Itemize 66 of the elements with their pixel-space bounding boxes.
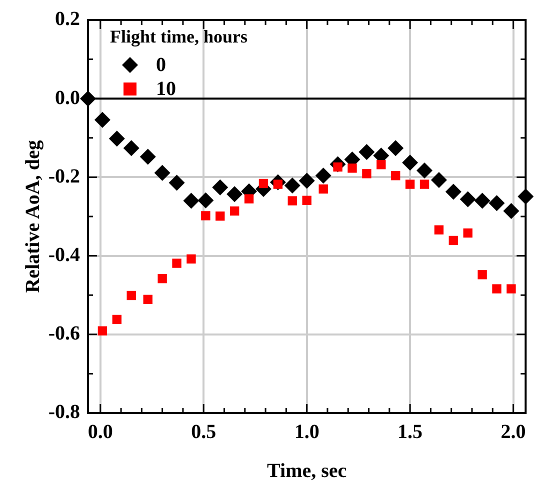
- point: [492, 284, 502, 294]
- point: [358, 144, 375, 160]
- point: [143, 294, 152, 304]
- x-tick-label: 1.5: [398, 421, 423, 444]
- point: [318, 184, 328, 194]
- point: [126, 290, 136, 300]
- point: [405, 180, 415, 189]
- point: [416, 162, 433, 179]
- y-tick-label: -0.4: [48, 244, 80, 266]
- y-tick-label: -0.6: [48, 322, 80, 345]
- point: [230, 206, 240, 216]
- point: [168, 174, 185, 191]
- point: [244, 194, 254, 204]
- point: [288, 196, 297, 206]
- point: [434, 225, 444, 234]
- x-tick-label: 0.0: [88, 421, 113, 444]
- legend-label: 0: [156, 54, 166, 76]
- point: [463, 228, 472, 238]
- point: [216, 212, 225, 221]
- point: [506, 284, 516, 294]
- x-tick-label: 0.5: [191, 421, 216, 444]
- point: [226, 186, 243, 202]
- point: [362, 169, 372, 178]
- point: [448, 236, 458, 246]
- legend-title: Flight time, hours: [110, 26, 248, 47]
- x-tick-label: 1.0: [294, 421, 320, 444]
- point: [201, 211, 210, 220]
- x-tick-label: 2.0: [500, 421, 526, 444]
- point: [108, 130, 125, 147]
- point: [154, 164, 170, 181]
- point: [503, 203, 520, 219]
- point: [420, 180, 430, 189]
- y-tick-label: -0.8: [48, 401, 80, 424]
- point: [298, 172, 315, 189]
- point: [430, 172, 447, 188]
- point: [478, 270, 487, 280]
- point: [198, 192, 214, 208]
- point: [302, 196, 312, 205]
- y-axis-title: Relative AoA, deg: [22, 140, 44, 293]
- point: [158, 274, 167, 284]
- legend-label: 10: [156, 78, 176, 100]
- point: [474, 192, 490, 209]
- point: [315, 168, 332, 184]
- point: [112, 314, 122, 324]
- point: [376, 160, 386, 170]
- point: [445, 184, 462, 200]
- point: [98, 326, 108, 336]
- point: [402, 154, 418, 171]
- y-tick-label: 0.2: [55, 8, 80, 30]
- point: [172, 258, 182, 268]
- y-tick-label: -0.2: [48, 165, 80, 188]
- point: [183, 192, 200, 209]
- point: [488, 195, 505, 212]
- y-tick-label: 0.0: [55, 86, 80, 109]
- point: [388, 140, 404, 156]
- point: [284, 177, 300, 194]
- point: [123, 140, 140, 156]
- point: [391, 171, 400, 180]
- point: [460, 191, 476, 208]
- point: [258, 178, 268, 188]
- point: [186, 254, 196, 264]
- x-axis-title: Time, sec: [267, 460, 347, 482]
- point: [212, 179, 228, 196]
- point: [140, 148, 156, 165]
- point: [94, 112, 110, 128]
- point: [348, 164, 357, 173]
